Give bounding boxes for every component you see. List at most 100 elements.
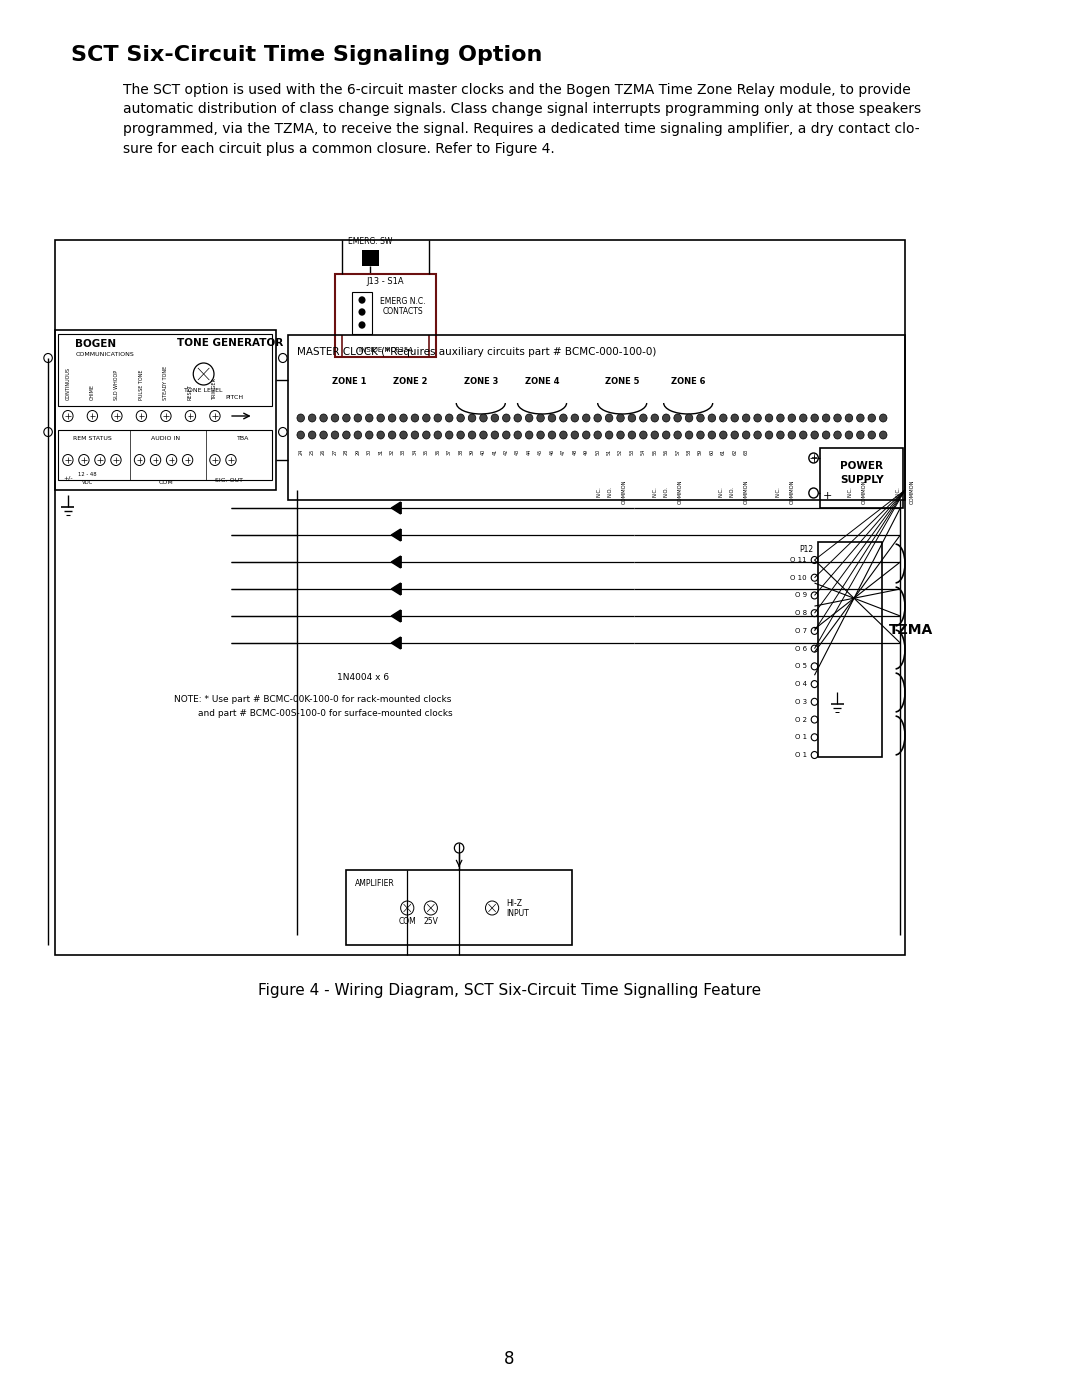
- Text: ZONE 6: ZONE 6: [671, 377, 705, 387]
- Text: 54: 54: [640, 448, 646, 455]
- Circle shape: [822, 414, 829, 422]
- Circle shape: [856, 432, 864, 439]
- Circle shape: [457, 414, 464, 422]
- Circle shape: [742, 432, 750, 439]
- Text: COM: COM: [159, 479, 173, 485]
- Bar: [55, 330, 276, 490]
- Text: 51: 51: [607, 448, 611, 455]
- Text: 8: 8: [503, 1350, 514, 1368]
- Text: P12: P12: [799, 545, 813, 553]
- Bar: [287, 335, 905, 500]
- Text: 47: 47: [561, 448, 566, 455]
- Text: INSIDE MCP35A: INSIDE MCP35A: [359, 346, 413, 353]
- Text: BOGEN: BOGEN: [76, 339, 117, 349]
- Text: TONE LEVEL: TONE LEVEL: [185, 387, 222, 393]
- Text: COMMON: COMMON: [744, 479, 750, 504]
- Circle shape: [297, 432, 305, 439]
- Circle shape: [525, 414, 532, 422]
- Text: 52: 52: [618, 448, 623, 455]
- Circle shape: [422, 432, 430, 439]
- Text: 41: 41: [492, 448, 498, 455]
- Circle shape: [445, 414, 453, 422]
- Bar: [55, 240, 905, 956]
- Circle shape: [502, 414, 510, 422]
- Text: +/-: +/-: [63, 475, 72, 481]
- Text: O 6: O 6: [795, 645, 807, 651]
- Circle shape: [309, 432, 316, 439]
- Text: 48: 48: [572, 448, 578, 455]
- Circle shape: [731, 414, 739, 422]
- Text: O 9: O 9: [795, 592, 807, 598]
- Circle shape: [754, 414, 761, 422]
- Circle shape: [480, 414, 487, 422]
- Bar: [820, 448, 903, 509]
- Text: 53: 53: [630, 448, 634, 455]
- Circle shape: [549, 432, 556, 439]
- Text: 1N4004 x 6: 1N4004 x 6: [337, 673, 389, 683]
- Text: 46: 46: [550, 448, 554, 455]
- Circle shape: [594, 432, 602, 439]
- Bar: [335, 274, 436, 358]
- Text: O 7: O 7: [795, 627, 807, 634]
- Text: 35: 35: [423, 448, 429, 455]
- Text: Figure 4 - Wiring Diagram, SCT Six-Circuit Time Signalling Feature: Figure 4 - Wiring Diagram, SCT Six-Circu…: [257, 983, 760, 997]
- Text: PULSE TONE: PULSE TONE: [139, 369, 144, 400]
- Circle shape: [400, 432, 407, 439]
- Circle shape: [846, 432, 853, 439]
- Circle shape: [822, 432, 829, 439]
- Text: COMMON: COMMON: [910, 479, 915, 504]
- Text: O 11: O 11: [791, 557, 807, 563]
- Circle shape: [360, 298, 365, 303]
- Text: SUPPLY: SUPPLY: [840, 475, 883, 485]
- Circle shape: [788, 414, 796, 422]
- Circle shape: [629, 432, 636, 439]
- Circle shape: [320, 414, 327, 422]
- Circle shape: [434, 414, 442, 422]
- Circle shape: [377, 432, 384, 439]
- Circle shape: [422, 414, 430, 422]
- Circle shape: [811, 432, 819, 439]
- Circle shape: [514, 432, 522, 439]
- Circle shape: [514, 414, 522, 422]
- Text: ZONE 5: ZONE 5: [605, 377, 639, 387]
- Circle shape: [766, 432, 773, 439]
- Circle shape: [365, 414, 373, 422]
- Circle shape: [686, 432, 692, 439]
- Text: O 5: O 5: [795, 664, 807, 669]
- Circle shape: [686, 414, 692, 422]
- Circle shape: [365, 432, 373, 439]
- Circle shape: [719, 414, 727, 422]
- Bar: [346, 870, 572, 944]
- Circle shape: [879, 432, 887, 439]
- Text: O 10: O 10: [791, 574, 807, 581]
- Text: COMMON: COMMON: [789, 479, 795, 504]
- Circle shape: [332, 414, 339, 422]
- Text: 12 - 48: 12 - 48: [79, 472, 97, 478]
- Text: TBA: TBA: [237, 436, 249, 441]
- Text: INPUT: INPUT: [507, 908, 529, 918]
- Circle shape: [639, 432, 647, 439]
- Circle shape: [491, 432, 499, 439]
- Text: 40: 40: [481, 448, 486, 455]
- Text: N.C.: N.C.: [896, 486, 901, 497]
- Text: N.C.: N.C.: [652, 486, 658, 497]
- Circle shape: [582, 414, 590, 422]
- Circle shape: [457, 432, 464, 439]
- Bar: [362, 250, 379, 265]
- Text: 36: 36: [435, 448, 441, 455]
- Text: O 1: O 1: [795, 752, 807, 759]
- Circle shape: [411, 432, 419, 439]
- Text: O 3: O 3: [795, 698, 807, 705]
- Circle shape: [537, 414, 544, 422]
- Text: CONTINUOUS: CONTINUOUS: [66, 367, 70, 400]
- Circle shape: [617, 414, 624, 422]
- Text: 27: 27: [333, 448, 337, 455]
- Text: The SCT option is used with the 6-circuit master clocks and the Bogen TZMA Time : The SCT option is used with the 6-circui…: [122, 82, 910, 96]
- Text: 59: 59: [698, 448, 703, 455]
- Text: 44: 44: [527, 448, 531, 455]
- Circle shape: [777, 432, 784, 439]
- Text: N.C.: N.C.: [718, 486, 724, 497]
- Circle shape: [708, 414, 716, 422]
- Circle shape: [788, 432, 796, 439]
- Circle shape: [719, 432, 727, 439]
